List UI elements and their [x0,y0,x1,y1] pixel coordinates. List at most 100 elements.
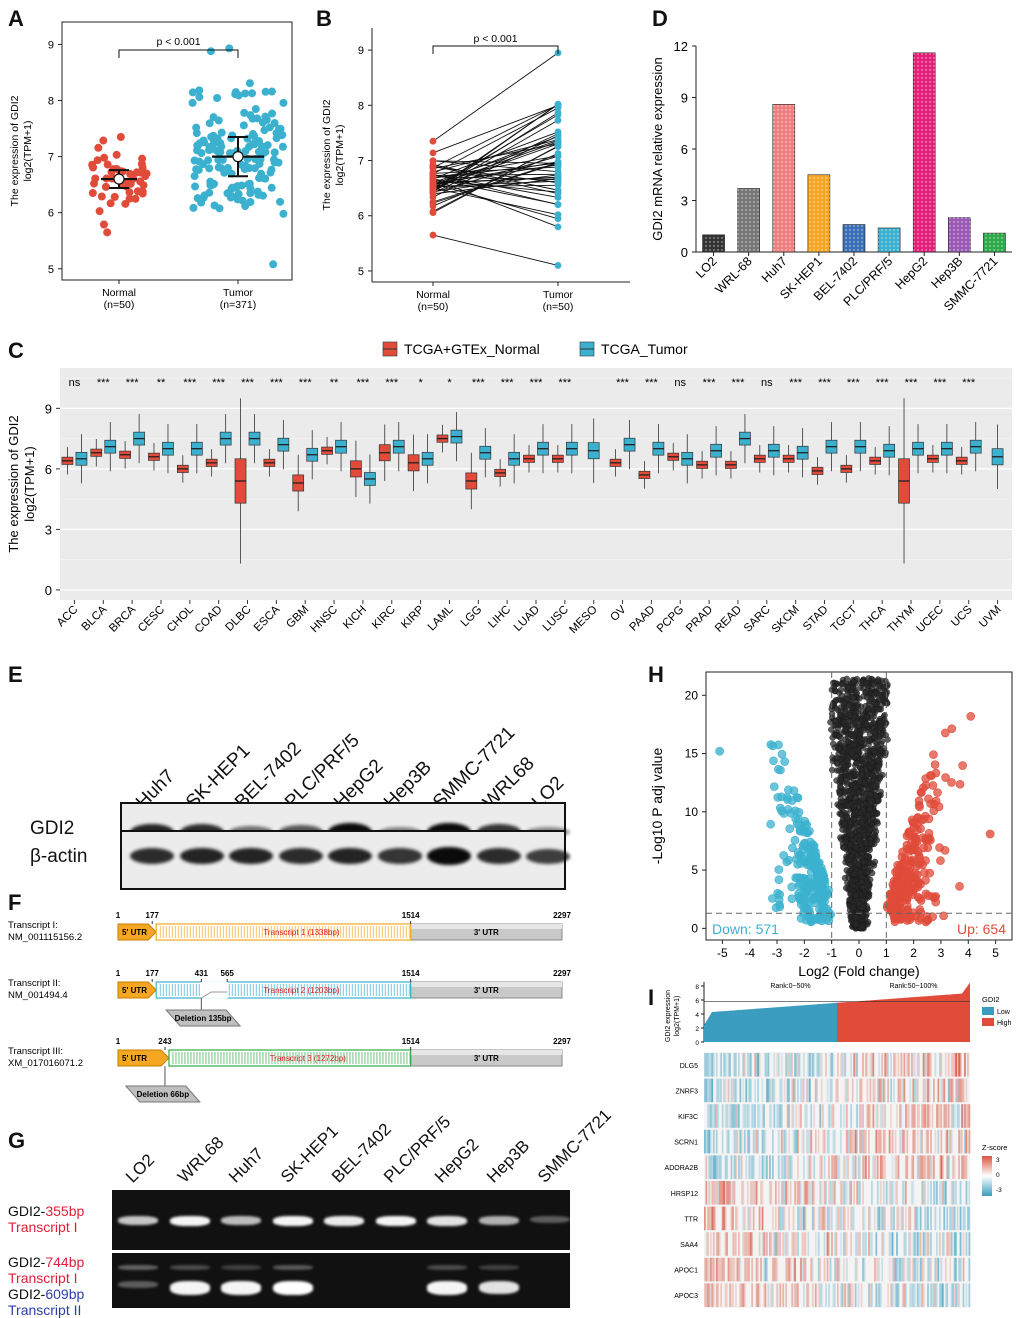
heatmap-cell [737,1104,740,1128]
tumor-point [554,211,562,219]
heatmap-cell [764,1232,767,1256]
heatmap-cell [729,1257,731,1282]
heatmap-cell [927,1206,929,1231]
data-point [267,87,276,96]
ns-point [850,741,857,749]
heatmap-cell [720,1053,723,1077]
heatmap-cell [876,1104,879,1128]
heatmap-cell [919,1155,922,1179]
heatmap-cell [736,1104,739,1128]
heatmap-cell [706,1283,709,1307]
panel-label-d: D [652,6,668,31]
down-point [787,894,797,903]
heatmap-cell [706,1053,709,1077]
significance-label: *** [732,377,746,389]
x-tick-label: CHOL [165,603,197,635]
heatmap-cell [761,1129,764,1154]
heatmap-cell [904,1283,907,1307]
down-point [775,902,785,912]
utr5-label: 5' UTR [122,986,147,995]
heatmap-cell [829,1078,832,1103]
heatmap-cell [717,1257,720,1282]
heatmap-cell [950,1206,953,1231]
heatmap-cell [890,1078,892,1103]
data-point [265,123,274,132]
heatmap-cell [819,1104,822,1128]
heatmap-cell [868,1283,870,1307]
heatmap-cell [842,1257,845,1282]
ns-point [852,914,859,921]
ns-point [869,772,876,779]
heatmap-cell [834,1232,836,1256]
significance-label: *** [126,377,140,389]
heatmap-cell [922,1053,925,1077]
panel-label-a: A [8,6,24,31]
significance-label: *** [818,377,832,389]
heatmap-cell [769,1078,771,1103]
heatmap-cell [936,1283,938,1307]
heatmap-cell [712,1232,715,1256]
significance-label: *** [241,377,255,389]
heatmap-cell [916,1232,919,1256]
data-point [261,174,270,183]
heatmap-cell [794,1129,796,1154]
ns-point [843,814,851,821]
heatmap-cell [810,1053,813,1077]
x-tick-label: 3 [938,946,945,960]
heatmap-cell [761,1078,764,1103]
heatmap-cell [724,1155,727,1179]
heatmap-cell [748,1053,751,1077]
heatmap-cell [804,1104,807,1128]
data-point [210,201,219,210]
heatmap-cell [890,1232,892,1256]
heatmap-cell [893,1053,895,1077]
heatmap-cell [720,1181,723,1205]
heatmap-cell [770,1181,773,1205]
heatmap-cell [711,1283,714,1307]
pair-line [432,173,559,176]
significance-label: ns [761,377,773,389]
heatmap-cell [882,1206,885,1231]
heatmap-cell [888,1181,891,1205]
heatmap-cell [964,1129,966,1154]
heatmap-cell [837,1257,839,1282]
heatmap-cell [724,1232,727,1256]
heatmap-cell [807,1232,810,1256]
heatmap-cell [953,1283,956,1307]
heatmap-cell [924,1053,926,1077]
heatmap-cell [952,1104,955,1128]
heatmap-cell [712,1257,715,1282]
data-point [248,140,257,149]
down-point [766,740,776,749]
heatmap-cell [751,1257,754,1282]
heatmap-cell [940,1104,943,1128]
heatmap-cell [938,1155,941,1179]
utr3-label: 3' UTR [474,928,499,937]
heatmap-cell [748,1206,751,1231]
gel-band-355 [221,1216,261,1225]
heatmap-cell [777,1053,780,1077]
heatmap-cell [705,1155,708,1179]
heatmap-cell [919,1129,922,1154]
heatmap-cell [878,1053,881,1077]
heatmap-cell [887,1283,890,1307]
heatmap-cell [706,1206,709,1231]
down-point [773,889,782,898]
heatmap-cell [745,1257,748,1282]
heatmap-cell [900,1129,903,1154]
heatmap-cell [896,1181,898,1205]
ns-point [883,699,891,706]
heatmap-cell [764,1257,767,1282]
x-tick-label: 2 [910,946,917,960]
heatmap-cell [823,1155,826,1179]
pair-line [432,178,559,228]
heatmap-cell [856,1129,858,1154]
heatmap-cell [817,1257,820,1282]
heatmap-cell [894,1257,897,1282]
data-point [195,93,204,102]
heatmap-cell [940,1283,943,1307]
heatmap-cell [850,1181,853,1205]
x-tick-label: THYM [886,604,918,636]
